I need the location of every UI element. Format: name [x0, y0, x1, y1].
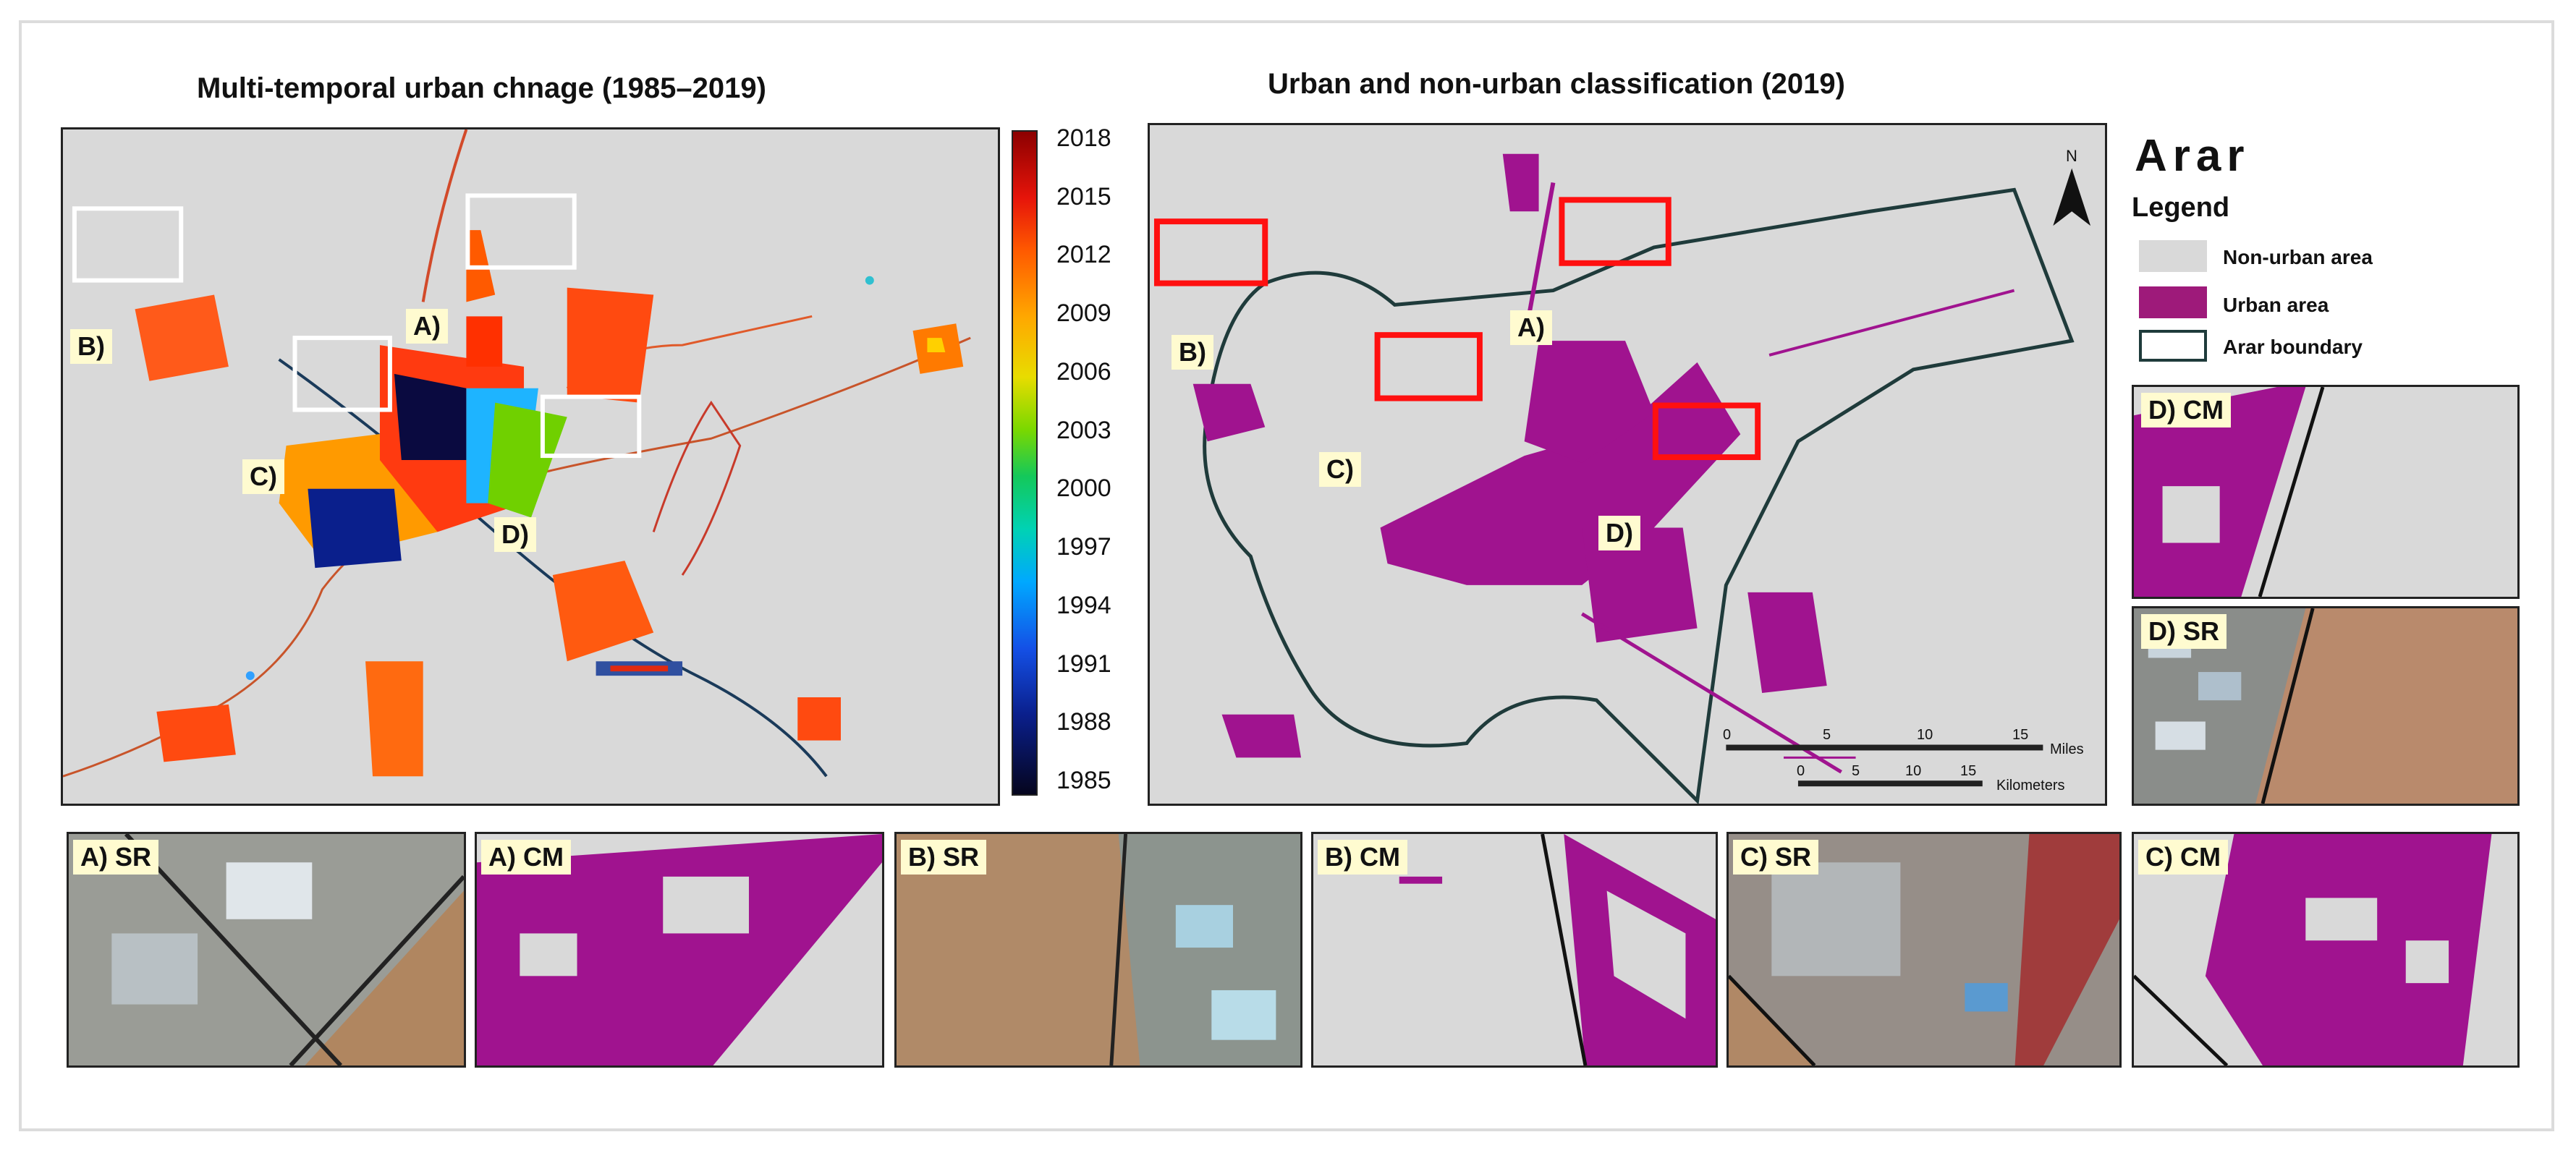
legend-label-nonurban: Non-urban area — [2223, 246, 2373, 268]
colorbar-tick: 2012 — [1056, 241, 1111, 269]
km-tick-1: 5 — [1852, 763, 1860, 779]
inset-c-cm-graphic — [2134, 834, 2492, 1065]
legend-label-boundary: Arar boundary — [2223, 336, 2363, 358]
legend-swatch-urban — [2139, 286, 2207, 318]
miles-tick-1: 5 — [1823, 727, 1831, 743]
legend-heading: Legend — [2132, 192, 2230, 223]
inset-d-cm-label: D) CM — [2141, 393, 2231, 427]
miles-tick-3: 15 — [2012, 727, 2029, 743]
colorbar-tick: 1985 — [1056, 767, 1111, 794]
classification-map: B) A) C) D) N 0 5 10 15 Miles 0 5 10 15 … — [1148, 123, 2107, 806]
inset-a-sr: A) SR — [67, 832, 466, 1068]
inset-d-sr: D) SR — [2132, 606, 2520, 806]
miles-tick-2: 10 — [1917, 727, 1933, 743]
inset-c-cm-label: C) CM — [2138, 840, 2228, 875]
north-arrow-label: N — [2066, 147, 2077, 165]
inset-d-sr-label: D) SR — [2141, 614, 2227, 649]
inset-c-cm: C) CM — [2132, 832, 2520, 1068]
inset-a-sr-label: A) SR — [73, 840, 158, 875]
colorbar-tick: 2015 — [1056, 182, 1111, 210]
inset-b-cm-graphic — [1399, 834, 1716, 1065]
colorbar-tick: 1991 — [1056, 650, 1111, 678]
inset-a-cm: A) CM — [475, 832, 884, 1068]
colorbar-tick: 2009 — [1056, 299, 1111, 328]
mid-label-c: C) — [1319, 452, 1361, 487]
inset-a-cm-label: A) CM — [481, 840, 571, 875]
colorbar-tick: 1994 — [1056, 591, 1111, 619]
mid-label-b: B) — [1172, 335, 1213, 370]
left-map-title: Multi-temporal urban chnage (1985–2019) — [197, 72, 766, 104]
legend-swatch-boundary — [2139, 330, 2207, 362]
mid-label-a: A) — [1510, 310, 1552, 345]
km-tick-3: 15 — [1960, 763, 1977, 779]
left-label-d: D) — [494, 517, 536, 552]
inset-d-cm-graphic — [2134, 387, 2325, 597]
multi-temporal-map: A) B) C) D) — [61, 127, 1000, 806]
inset-d-cm: D) CM — [2132, 385, 2520, 599]
colorbar-tick: 1988 — [1056, 708, 1111, 736]
colorbar-tick: 2006 — [1056, 357, 1111, 386]
colorbar-tick: 2003 — [1056, 416, 1111, 444]
km-tick-0: 0 — [1797, 763, 1805, 779]
inset-b-sr-label: B) SR — [901, 840, 986, 875]
miles-tick-0: 0 — [1723, 727, 1732, 743]
multi-temporal-map-graphic — [63, 129, 971, 778]
left-label-c: C) — [242, 459, 284, 494]
city-title: Arar — [2135, 131, 2250, 181]
km-unit: Kilometers — [1996, 778, 2065, 794]
figure-frame — [19, 20, 2554, 1131]
inset-b-cm-label: B) CM — [1318, 840, 1407, 875]
inset-b-cm: B) CM — [1311, 832, 1718, 1068]
classification-map-graphic — [1153, 153, 2091, 804]
legend-label-urban: Urban area — [2223, 294, 2329, 316]
left-label-a: A) — [406, 309, 448, 344]
inset-b-sr: B) SR — [894, 832, 1302, 1068]
inset-a-cm-graphic — [477, 834, 882, 1065]
legend-swatch-nonurban — [2139, 240, 2207, 272]
mid-label-d: D) — [1598, 516, 1640, 550]
km-tick-2: 10 — [1905, 763, 1922, 779]
left-label-b: B) — [70, 329, 112, 364]
miles-unit: Miles — [2050, 741, 2084, 757]
colorbar-tick: 2000 — [1056, 475, 1111, 503]
middle-map-title: Urban and non-urban classification (2019… — [1268, 68, 1845, 100]
colorbar-tick: 2018 — [1056, 124, 1111, 152]
colorbar-tick: 1997 — [1056, 533, 1111, 561]
inset-c-sr-label: C) SR — [1733, 840, 1818, 875]
year-colorbar — [1012, 130, 1038, 796]
inset-c-sr: C) SR — [1726, 832, 2122, 1068]
